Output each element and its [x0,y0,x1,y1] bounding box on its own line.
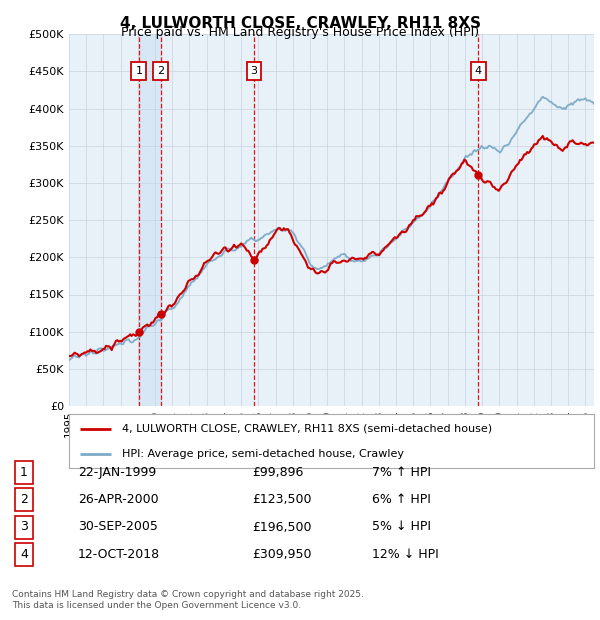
Text: 4, LULWORTH CLOSE, CRAWLEY, RH11 8XS: 4, LULWORTH CLOSE, CRAWLEY, RH11 8XS [119,16,481,30]
Text: 12% ↓ HPI: 12% ↓ HPI [372,548,439,560]
Text: 30-SEP-2005: 30-SEP-2005 [78,521,158,533]
Text: HPI: Average price, semi-detached house, Crawley: HPI: Average price, semi-detached house,… [121,450,404,459]
Text: 5% ↓ HPI: 5% ↓ HPI [372,521,431,533]
Text: 3: 3 [251,66,257,76]
Text: Contains HM Land Registry data © Crown copyright and database right 2025.
This d: Contains HM Land Registry data © Crown c… [12,590,364,609]
Text: 4, LULWORTH CLOSE, CRAWLEY, RH11 8XS (semi-detached house): 4, LULWORTH CLOSE, CRAWLEY, RH11 8XS (se… [121,424,491,434]
Text: 12-OCT-2018: 12-OCT-2018 [78,548,160,560]
Text: £196,500: £196,500 [252,521,311,533]
Text: 3: 3 [20,521,28,533]
Text: 26-APR-2000: 26-APR-2000 [78,494,158,506]
Text: 2: 2 [157,66,164,76]
Text: 22-JAN-1999: 22-JAN-1999 [78,466,156,479]
Text: 6% ↑ HPI: 6% ↑ HPI [372,494,431,506]
Text: 1: 1 [20,466,28,479]
Text: Price paid vs. HM Land Registry's House Price Index (HPI): Price paid vs. HM Land Registry's House … [121,26,479,39]
Text: £99,896: £99,896 [252,466,304,479]
Text: 1: 1 [136,66,142,76]
Text: 2: 2 [20,494,28,506]
Text: 7% ↑ HPI: 7% ↑ HPI [372,466,431,479]
Bar [139,34,161,406]
Text: £309,950: £309,950 [252,548,311,560]
Text: 4: 4 [20,548,28,560]
Text: £123,500: £123,500 [252,494,311,506]
Text: 4: 4 [475,66,482,76]
